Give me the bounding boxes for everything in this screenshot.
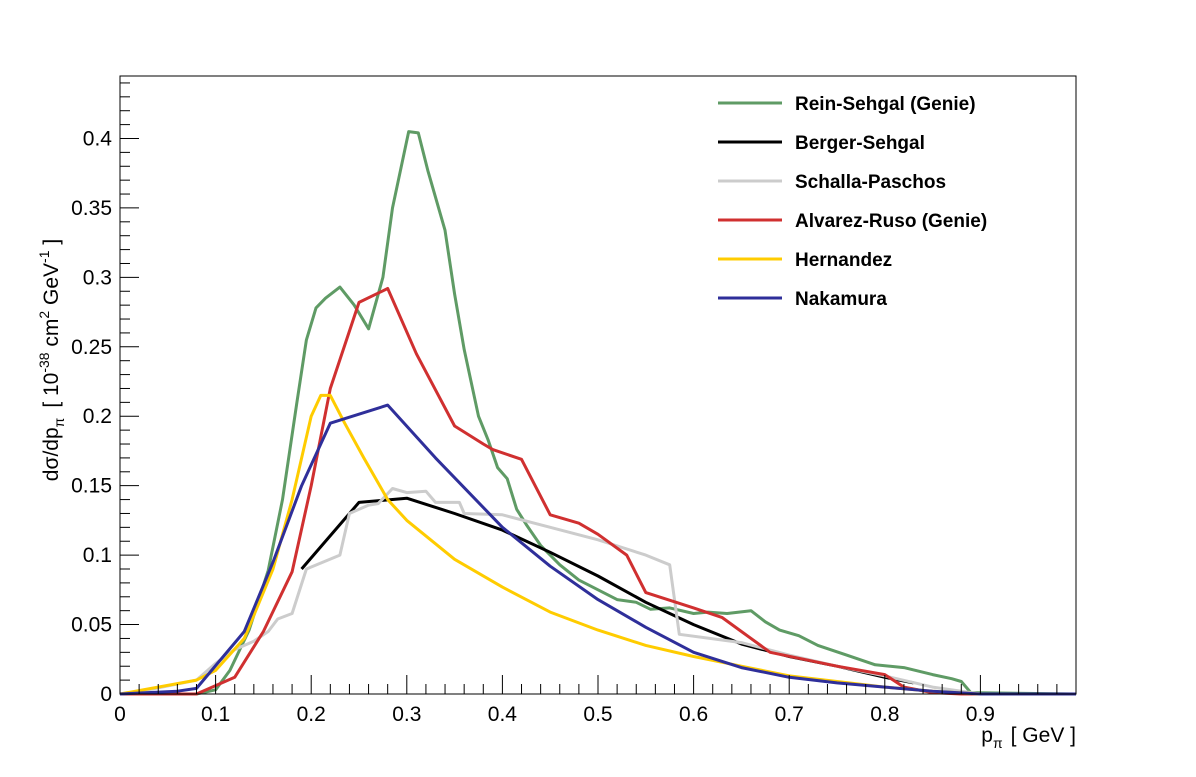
series-line-nakamura [119, 403, 1076, 696]
legend-label: Nakamura [795, 289, 887, 310]
x-tick-label: 0.6 [679, 703, 708, 726]
x-tick-label: 0.9 [966, 703, 995, 726]
y-axis-title: dσ/dpπ[ 10-38 cm2 GeV-1 ] [36, 239, 67, 481]
legend-label: Hernandez [795, 250, 892, 271]
legend-label: Berger-Sehgal [795, 133, 925, 154]
y-tick-label: 0.15 [71, 475, 112, 498]
y-tick-label: 0.4 [83, 127, 113, 150]
y-tick-label: 0.2 [83, 405, 112, 428]
x-tick-label: 0.2 [297, 703, 326, 726]
series-line-alvarez-ruso-genie [120, 287, 1076, 696]
y-tick-label: 0.1 [83, 544, 112, 567]
legend-label: Rein-Sehgal (Genie) [795, 94, 976, 115]
x-tick-label: 0.1 [201, 703, 230, 726]
x-tick-label: 0.7 [775, 703, 804, 726]
x-tick-label: 0.3 [392, 703, 421, 726]
y-tick-label: 0.25 [71, 336, 112, 359]
legend-label: Schalla-Paschos [795, 172, 946, 193]
x-tick-label: 0.8 [870, 703, 899, 726]
x-tick-label: 0.4 [488, 703, 518, 726]
series-line-hernandez [119, 393, 1076, 696]
axes-layer: 0 0.1 0.2 0.3 0.4 0.5 0.6 0.7 0.8 0.9 0 0.05 0.1 0.15… [71, 82, 1077, 726]
series-line-rein-sehgal-genie [120, 130, 1077, 696]
y-tick-label: 0.05 [71, 614, 112, 637]
series-line-berger-sehgal [300, 496, 914, 685]
series-layer [119, 130, 1077, 696]
legend: Rein-Sehgal (Genie) Berger-Sehgal Schalla-… [718, 94, 987, 310]
y-tick-label: 0.3 [83, 266, 112, 289]
x-axis-title: pπ[ GeV ] [981, 724, 1076, 751]
x-tick-label: 0.5 [583, 703, 612, 726]
y-tick-label: 0 [100, 683, 112, 706]
x-tick-label: 0 [114, 703, 126, 726]
legend-label: Alvarez-Ruso (Genie) [795, 211, 987, 232]
y-tick-label: 0.35 [71, 197, 112, 220]
